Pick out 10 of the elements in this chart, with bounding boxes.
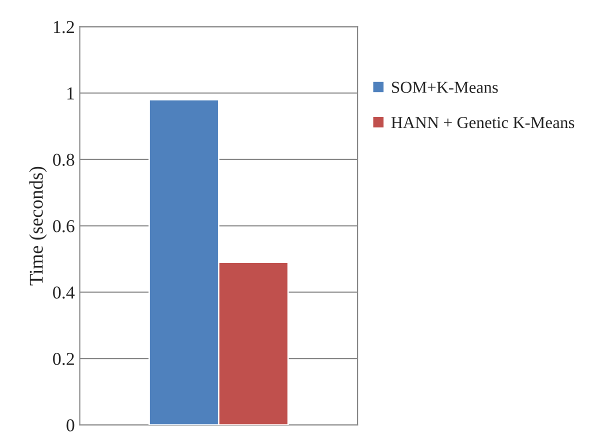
y-tick-label: 1 <box>67 87 74 100</box>
y-axis-title: Time (seconds) <box>29 166 47 286</box>
legend-label: SOM+K-Means <box>392 82 498 93</box>
y-tick-label: 0 <box>66 419 74 432</box>
y-tick-label: 0.8 <box>53 154 74 166</box>
legend-label: HANN + Genetic K-Means <box>391 116 574 128</box>
y-tick-label: 1.2 <box>54 21 74 34</box>
y-tick-label: 0.6 <box>53 220 74 232</box>
y-tick-label: 0.2 <box>53 352 74 366</box>
y-tick-label: 0.4 <box>53 286 75 299</box>
